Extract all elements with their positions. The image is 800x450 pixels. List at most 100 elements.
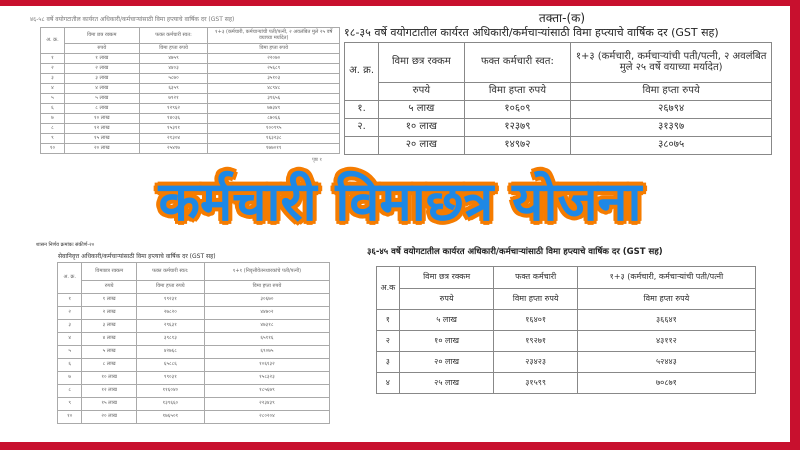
doc-top-right: तक्ता-(क) १८-३५ वर्षे वयोगटातील कार्यरत …	[342, 6, 790, 166]
red-frame-top	[0, 0, 800, 6]
red-frame-right	[790, 0, 800, 450]
cover-amount-cell: ८ लाख	[63, 103, 140, 114]
column-subheader: रुपये	[63, 43, 140, 54]
employee-premium-cell: १७६५०१	[135, 410, 205, 424]
column-header: १+३ (कर्मचारी, कर्मचाऱ्यांची पती/पत्नी	[576, 266, 757, 289]
family-premium-cell: ३५१०३	[207, 73, 340, 84]
employee-premium-cell: ९९०३१	[135, 371, 205, 385]
serial-cell: ३	[376, 351, 400, 373]
table-row: ९ १५ लाख २१३०४ १६३२३८	[40, 133, 340, 144]
subheader-row: रुपये विमा हप्ता रुपये विमा हप्ता रुपये	[58, 280, 331, 294]
family-premium-cell: १००९९५	[207, 123, 340, 134]
premium-table: अ. क्र. विमा छत्र रक्कम फक्त कर्मचारी स्वत…	[343, 42, 772, 155]
table-row: ८ १२ लाख ११६०४० १८५६७९	[56, 384, 331, 398]
cover-amount-cell: १२ लाख	[63, 123, 140, 134]
serial-cell: ३	[40, 73, 65, 84]
cover-amount-cell: १५ लाख	[81, 397, 137, 411]
column-header: विमाछत्र रक्कम	[81, 262, 137, 281]
column-header: विमा छत्र रक्कम	[398, 266, 495, 289]
column-header: अ. क्र.	[343, 42, 380, 101]
serial-cell: ७	[40, 113, 65, 124]
serial-cell: ९	[40, 133, 65, 144]
cover-amount-cell: २० लाख	[81, 410, 137, 424]
cover-amount-cell: ४ लाख	[63, 83, 140, 94]
cover-amount-cell: २० लाख	[378, 136, 465, 155]
employee-premium-cell: ४२७६८	[135, 345, 205, 359]
family-premium-cell: ४४७०२	[203, 306, 331, 320]
cover-amount-cell: २० लाख	[398, 351, 495, 373]
serial-cell: २	[56, 306, 83, 320]
column-subheader: विमा हप्ता रुपये	[463, 82, 572, 101]
cover-amount-cell: १ लाख	[63, 53, 140, 64]
column-subheader: विमा हप्ता रुपये	[203, 280, 331, 294]
table-row: ८ १२ लाख १५३११ १००९९५	[40, 123, 340, 134]
cover-amount-cell: ५ लाख	[378, 100, 465, 119]
serial-cell: १	[376, 309, 400, 331]
employee-premium-cell: १२९६२	[138, 103, 209, 114]
column-header: विमा छत्र रक्कम	[63, 27, 140, 44]
serial-cell: ८	[40, 123, 65, 134]
doc-title: ३६-४५ वर्षे वयोगटातील कार्यरत अधिकारी/कर…	[367, 247, 663, 257]
employee-premium-cell: १९२७१	[493, 330, 578, 352]
family-premium-cell: ३९६५६	[207, 93, 340, 104]
premium-table: अ.क विमा छत्र रक्कम फक्त कर्मचारी १+३ (कर्म…	[376, 266, 757, 394]
family-premium-cell: २२३४३९	[203, 397, 331, 411]
family-premium-cell: ७०८७१	[576, 372, 757, 394]
cover-amount-cell: १० लाख	[81, 371, 137, 385]
table-row: ७ १० लाख १४०३६ ८७०६६	[40, 113, 340, 124]
table-row: ९ १५ लाख १३९६६० २२३४३९	[56, 397, 331, 411]
table-row: १. ५ लाख १०६०९ २६७९४	[343, 100, 772, 119]
employee-premium-cell: २५४१७	[138, 143, 209, 154]
family-premium-cell: ४३११२	[576, 330, 757, 352]
family-premium-cell: २२०७०	[207, 53, 340, 64]
family-premium-cell: ५२४४३	[576, 351, 757, 373]
column-subheader: विमा हप्ता रुपये	[493, 288, 578, 310]
column-header: १+३ (कर्मचारी, कर्मचाऱ्यांची पती/पत्नी, …	[207, 27, 340, 44]
employee-premium-cell: १४०३६	[138, 113, 209, 124]
table-row: २. १० लाख १२३७९ ३१३९७	[343, 118, 772, 137]
table-row: १० २० लाख २५४१७ १७७०११	[40, 143, 340, 154]
column-subheader: रुपये	[81, 280, 137, 294]
column-subheader: रुपये	[378, 82, 465, 101]
employee-premium-cell: १४९७२	[463, 136, 572, 155]
employee-premium-cell: ११६०४०	[135, 384, 205, 398]
column-header: १+१ (निवृत्तीवेतनधारकांचे पती/पत्नी)	[203, 262, 331, 281]
employee-premium-cell: ७९२१	[138, 93, 209, 104]
serial-cell: ९	[56, 397, 83, 411]
table-label: तक्ता-(क)	[538, 11, 586, 25]
family-premium-cell: १६३२३८	[207, 133, 340, 144]
employee-premium-cell: ५८७०	[138, 73, 209, 84]
column-header: फक्त कर्मचारी स्वत:	[135, 262, 205, 281]
doc-title: सेवानिवृत्त अधिकारी/कर्मचाऱ्यांसाठी विमा…	[58, 253, 216, 260]
serial-cell: १०	[56, 410, 83, 424]
serial-cell: २	[376, 330, 400, 352]
employee-premium-cell: ४४०३	[138, 63, 209, 74]
employee-premium-cell: १०६०९	[463, 100, 572, 119]
table-row: ४ २५ लाख ३१५९९ ७०८७१	[376, 372, 757, 394]
header-row: अ.क विमा छत्र रक्कम फक्त कर्मचारी १+३ (कर्म…	[376, 266, 757, 310]
serial-cell: ३	[56, 319, 83, 333]
doc-bottom-left: शासन निर्णय क्रमांकः संकीर्ण-२० सेवानिवृ…	[30, 240, 345, 440]
family-premium-cell: ४८९४८	[207, 83, 340, 94]
column-header: फक्त कर्मचारी	[493, 266, 578, 289]
table-row: ७ १० लाख ९९०३१ १५८३२३	[56, 371, 331, 385]
employee-premium-cell: १९२३१	[135, 293, 205, 307]
table-row: ३ २० लाख २३४२३ ५२४४३	[376, 351, 757, 373]
family-premium-cell: १८५६७९	[203, 384, 331, 398]
employee-premium-cell: ६५८८६	[135, 358, 205, 372]
serial-cell: ८	[56, 384, 83, 398]
premium-table: अ. क्र. विमा छत्र रक्कम फक्त कर्मचारी स्वत…	[40, 27, 340, 154]
serial-cell: ७	[56, 371, 83, 385]
serial-cell: २	[40, 63, 65, 74]
employee-premium-cell: १५३११	[138, 123, 209, 134]
employee-premium-cell: ३१५९९	[493, 372, 578, 394]
cover-amount-cell: २० लाख	[63, 143, 140, 154]
